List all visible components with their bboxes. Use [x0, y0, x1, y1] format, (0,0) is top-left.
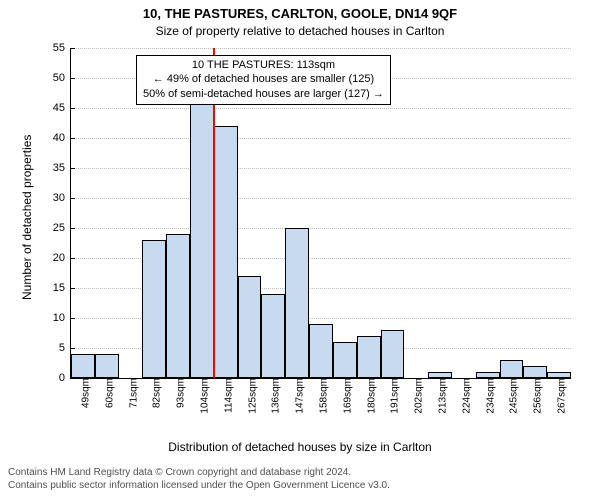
histogram-bar [95, 354, 119, 378]
y-axis-label: Number of detached properties [20, 135, 34, 300]
histogram-bar [285, 228, 309, 378]
x-tick-label: 136sqm [265, 378, 282, 414]
y-tick-label: 15 [53, 282, 71, 294]
y-tick-label: 45 [53, 102, 71, 114]
histogram-bar [309, 324, 333, 378]
x-axis-label: Distribution of detached houses by size … [0, 440, 600, 454]
gridline [71, 48, 571, 50]
annotation-box: 10 THE PASTURES: 113sqm← 49% of detached… [136, 55, 391, 106]
x-tick-label: 114sqm [217, 378, 234, 413]
x-tick-label: 180sqm [360, 378, 377, 414]
x-tick-label: 49sqm [74, 378, 91, 408]
x-tick-label: 82sqm [146, 378, 163, 408]
footer-text: Contains HM Land Registry data © Crown c… [8, 466, 592, 492]
y-tick-label: 35 [53, 162, 71, 174]
footer-line-2: Contains public sector information licen… [8, 479, 592, 492]
y-tick-label: 30 [53, 192, 71, 204]
x-tick-label: 158sqm [313, 378, 330, 414]
x-tick-label: 93sqm [170, 378, 187, 408]
x-tick-label: 213sqm [432, 378, 449, 414]
x-tick-label: 169sqm [336, 378, 353, 414]
x-tick-label: 224sqm [455, 378, 472, 414]
y-tick-label: 0 [59, 372, 71, 384]
x-tick-label: 267sqm [551, 378, 568, 414]
histogram-bar [261, 294, 285, 378]
histogram-bar [71, 354, 95, 378]
histogram-bar [333, 342, 357, 378]
gridline [71, 138, 571, 140]
x-tick-label: 234sqm [479, 378, 496, 414]
histogram-bar [166, 234, 190, 378]
chart-area: 051015202530354045505549sqm60sqm71sqm82s… [70, 48, 570, 378]
x-tick-label: 202sqm [408, 378, 425, 414]
chart-subtitle: Size of property relative to detached ho… [0, 24, 600, 38]
x-tick-label: 60sqm [98, 378, 115, 408]
x-tick-label: 71sqm [122, 378, 139, 408]
gridline [71, 168, 571, 170]
gridline [71, 228, 571, 230]
x-tick-label: 191sqm [384, 378, 401, 414]
gridline [71, 198, 571, 200]
plot-region: 051015202530354045505549sqm60sqm71sqm82s… [70, 48, 571, 379]
footer-line-1: Contains HM Land Registry data © Crown c… [8, 466, 592, 479]
x-tick-label: 104sqm [193, 378, 210, 414]
histogram-bar [500, 360, 524, 378]
gridline [71, 108, 571, 110]
y-tick-label: 50 [53, 72, 71, 84]
y-tick-label: 40 [53, 132, 71, 144]
x-tick-label: 256sqm [527, 378, 544, 414]
annotation-line: ← 49% of detached houses are smaller (12… [143, 72, 384, 87]
histogram-bar [214, 126, 238, 378]
y-tick-label: 20 [53, 252, 71, 264]
histogram-bar [357, 336, 381, 378]
chart-title: 10, THE PASTURES, CARLTON, GOOLE, DN14 9… [0, 6, 600, 21]
x-tick-label: 245sqm [503, 378, 520, 414]
histogram-bar [142, 240, 166, 378]
y-tick-label: 5 [59, 342, 71, 354]
x-tick-label: 147sqm [289, 378, 306, 414]
x-tick-label: 125sqm [241, 378, 258, 414]
y-tick-label: 55 [53, 42, 71, 54]
y-tick-label: 25 [53, 222, 71, 234]
histogram-bar [523, 366, 547, 378]
annotation-line: 10 THE PASTURES: 113sqm [143, 58, 384, 73]
y-tick-label: 10 [53, 312, 71, 324]
annotation-line: 50% of semi-detached houses are larger (… [143, 87, 384, 102]
histogram-bar [238, 276, 262, 378]
histogram-bar [190, 102, 214, 378]
histogram-bar [381, 330, 405, 378]
